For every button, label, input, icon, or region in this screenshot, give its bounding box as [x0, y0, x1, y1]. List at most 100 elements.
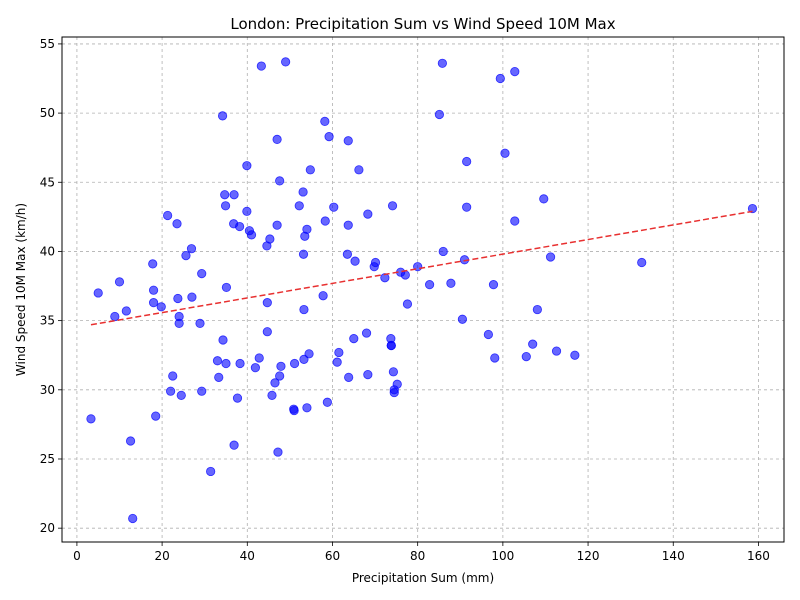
trendline-group — [90, 210, 753, 326]
data-point — [221, 282, 232, 293]
x-tick-label: 100 — [491, 549, 514, 563]
data-point — [363, 209, 373, 219]
y-tick-label: 20 — [40, 521, 55, 535]
data-point — [272, 134, 282, 144]
data-point — [483, 329, 493, 340]
data-point — [320, 116, 330, 126]
data-points — [86, 57, 758, 524]
data-point — [570, 350, 580, 360]
data-point — [272, 220, 282, 230]
data-point — [173, 293, 183, 304]
data-point — [349, 334, 359, 344]
x-tick-label: 0 — [73, 549, 81, 563]
data-point — [121, 306, 131, 316]
data-point — [148, 298, 159, 308]
data-point — [262, 327, 272, 337]
data-point — [242, 206, 252, 216]
data-point — [500, 148, 510, 158]
data-point — [318, 291, 328, 301]
data-point — [114, 277, 125, 287]
data-point — [262, 298, 272, 308]
x-tick-label: 160 — [747, 549, 770, 563]
data-point — [294, 201, 304, 211]
data-point — [174, 318, 184, 328]
data-point — [218, 335, 228, 345]
data-point — [528, 339, 538, 349]
data-point — [168, 371, 178, 381]
data-point — [637, 257, 647, 268]
data-point — [370, 257, 381, 268]
data-point — [354, 165, 364, 175]
data-point — [151, 411, 161, 421]
data-point — [195, 318, 205, 328]
data-point — [402, 299, 413, 309]
data-point — [197, 386, 207, 396]
y-tick-label: 40 — [40, 244, 55, 258]
data-point — [322, 397, 332, 407]
data-point — [186, 244, 197, 254]
data-point — [232, 393, 243, 403]
y-tick-label: 55 — [40, 37, 55, 51]
data-point — [206, 466, 216, 477]
data-point — [86, 414, 96, 424]
data-point — [361, 328, 372, 338]
data-point — [148, 285, 159, 295]
data-point — [386, 340, 396, 351]
data-point — [446, 278, 456, 288]
data-point — [490, 353, 500, 363]
data-point — [275, 176, 285, 186]
data-point — [350, 256, 360, 266]
data-point — [289, 358, 300, 369]
data-point — [212, 356, 223, 366]
data-point — [246, 230, 257, 240]
data-point — [462, 202, 472, 212]
data-point — [302, 224, 312, 234]
x-tick-label: 80 — [410, 549, 425, 563]
data-point — [551, 346, 562, 356]
data-point — [363, 369, 373, 380]
data-point — [324, 132, 334, 142]
data-point — [176, 390, 186, 400]
data-point — [273, 447, 283, 457]
y-tick-label: 35 — [40, 314, 55, 328]
data-point — [299, 304, 309, 315]
data-point — [462, 156, 472, 167]
data-point — [545, 252, 556, 262]
data-point — [229, 190, 239, 200]
data-point — [250, 363, 260, 373]
data-point — [510, 216, 520, 226]
data-point — [128, 513, 138, 524]
data-point — [281, 57, 291, 67]
data-point — [289, 405, 299, 416]
data-point — [532, 304, 542, 315]
data-point — [343, 136, 353, 146]
data-point — [437, 58, 447, 68]
data-point — [235, 358, 245, 369]
data-point — [343, 220, 353, 230]
data-point — [242, 161, 252, 171]
data-point — [267, 390, 277, 400]
data-point — [256, 61, 266, 71]
data-point — [387, 201, 398, 211]
data-point — [302, 403, 312, 413]
data-point — [187, 292, 197, 302]
data-point — [172, 219, 182, 229]
data-point — [166, 386, 176, 396]
data-point — [235, 221, 245, 232]
data-point — [298, 187, 308, 197]
x-tick-label: 20 — [154, 549, 169, 563]
data-point — [93, 288, 103, 298]
data-point — [495, 73, 505, 84]
data-point — [270, 378, 280, 388]
data-point — [221, 358, 231, 369]
data-point — [304, 349, 314, 359]
y-tick-label: 50 — [40, 106, 55, 120]
y-axis-title: Wind Speed 10M Max (km/h) — [14, 203, 28, 376]
data-point — [510, 66, 520, 77]
data-point — [425, 280, 435, 290]
x-tick-label: 140 — [662, 549, 685, 563]
data-point — [197, 268, 207, 279]
data-point — [457, 314, 468, 324]
data-point — [388, 367, 398, 377]
